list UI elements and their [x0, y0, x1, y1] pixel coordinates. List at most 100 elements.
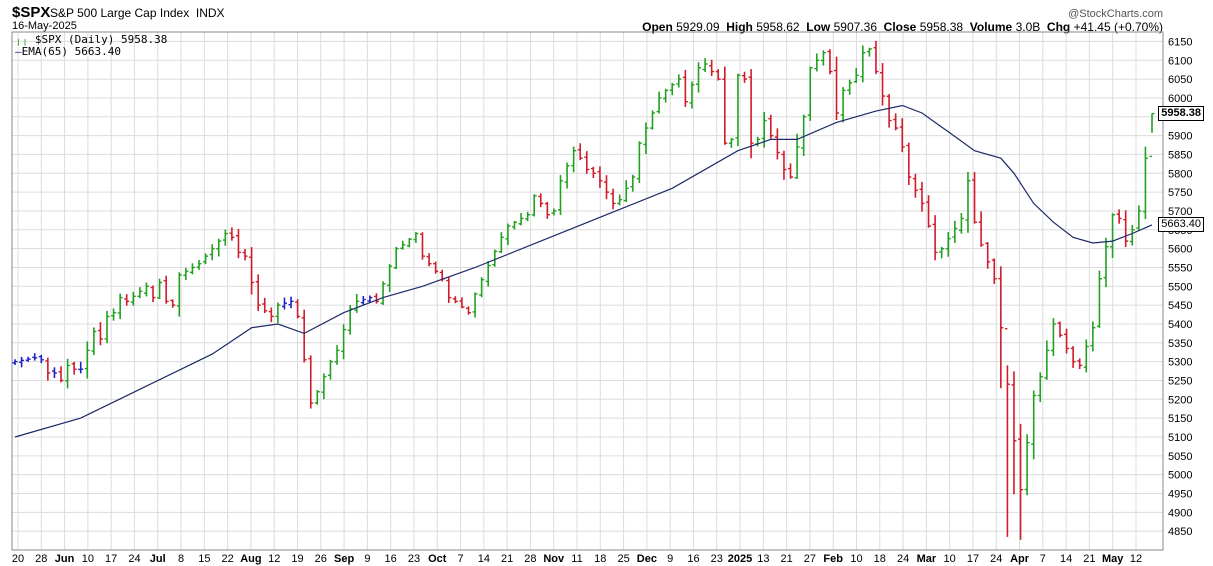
price-bar [571, 146, 577, 173]
price-bar [12, 359, 18, 366]
x-tick-label: 25 [617, 553, 629, 565]
price-bar [709, 59, 715, 77]
y-tick-label: 5450 [1168, 300, 1192, 312]
price-bar [1077, 358, 1083, 370]
price-bar [1136, 205, 1142, 231]
x-tick-label: 12 [1130, 553, 1142, 565]
price-bar [327, 359, 333, 380]
price-bar [958, 213, 964, 234]
y-tick-label: 5800 [1168, 168, 1192, 180]
ema-price-tag: 5663.40 [1158, 216, 1204, 232]
x-tick-label: 26 [315, 553, 327, 565]
price-bar [137, 287, 143, 299]
exchange-label: INDX [195, 6, 225, 20]
price-bar [623, 180, 629, 203]
price-bar [71, 361, 77, 375]
price-bar [170, 299, 176, 308]
price-bar [840, 87, 846, 123]
open-label: Open [642, 20, 673, 34]
price-bar [853, 67, 859, 83]
ema-line [14, 104, 1153, 438]
x-tick-label: 24 [897, 553, 909, 565]
x-tick-label: Jun [55, 553, 75, 565]
price-bar [847, 79, 853, 95]
y-tick-label: 5400 [1168, 319, 1192, 331]
x-tick-label: Mar [917, 553, 937, 565]
price-bar [176, 272, 182, 317]
price-bar [393, 246, 399, 270]
price-bar [748, 69, 754, 159]
price-bar [991, 258, 997, 284]
price-bar [380, 281, 386, 305]
legend-ema-text: EMA(65) 5663.40 [21, 45, 121, 58]
price-bar [426, 253, 432, 267]
y-tick-label: 5200 [1168, 394, 1192, 406]
price-bar [544, 201, 550, 219]
y-tick-label: 5900 [1168, 131, 1192, 143]
x-axis: 20 28 Jun 10 17 24 Jul 8 15 22 Aug 12 19 26 Sep 9 16 23 Oc… [12, 553, 1142, 565]
chart-grid [12, 32, 1163, 550]
x-tick-label: 10 [850, 553, 862, 565]
price-bar [715, 69, 721, 81]
y-tick-label: 5050 [1168, 451, 1192, 463]
price-bar [919, 181, 925, 212]
price-bar [65, 358, 71, 389]
high-label: High [726, 20, 753, 34]
price-bar [1096, 270, 1102, 328]
price-bar [229, 227, 235, 241]
ema-legend-icon: — [15, 45, 22, 58]
price-bar [945, 232, 951, 257]
legend-price: ╷╷ $SPX (Daily) 5958.38 [15, 33, 167, 46]
x-tick-label: 18 [874, 553, 886, 565]
open-value: 5929.09 [676, 20, 720, 34]
price-bar [413, 232, 419, 243]
price-bar [498, 232, 504, 254]
y-tick-label: 5150 [1168, 413, 1192, 425]
price-bar [459, 297, 465, 309]
price-bar [728, 137, 734, 148]
price-bar [38, 354, 44, 364]
y-tick-label: 5350 [1168, 338, 1192, 350]
price-bar [584, 151, 590, 174]
price-bar [334, 345, 340, 365]
price-bar [78, 361, 84, 374]
price-bar [111, 308, 117, 321]
y-tick-label: 5600 [1168, 244, 1192, 256]
price-bar [446, 276, 452, 304]
price-bar [880, 63, 886, 106]
legend-price-text: $SPX (Daily) 5958.38 [34, 33, 168, 46]
price-bar [249, 247, 255, 295]
symbol-title: $SPX [12, 4, 51, 21]
x-tick-label: 24 [990, 553, 1002, 565]
price-bar [538, 193, 544, 208]
price-bar [419, 232, 425, 260]
price-bar [643, 122, 649, 155]
price-bar [636, 141, 642, 183]
close-price-tag: 5958.38 [1158, 105, 1204, 121]
price-bar [301, 309, 307, 363]
symbol-name: S&P 500 Large Cap Index INDX [50, 6, 225, 20]
price-bar [650, 110, 656, 130]
low-value: 5907.36 [833, 20, 877, 34]
price-bar [189, 263, 195, 275]
x-tick-label: Oct [428, 553, 447, 565]
x-tick-label: Nov [543, 553, 565, 565]
price-bar [873, 40, 879, 75]
price-bar [295, 299, 301, 319]
price-bar [617, 194, 623, 206]
price-bar [1110, 213, 1116, 259]
price-bar [801, 114, 807, 157]
price-bar [781, 150, 787, 180]
price-bar [472, 292, 478, 318]
price-bar [939, 246, 945, 259]
x-tick-label: 10 [82, 553, 94, 565]
price-bar [1149, 112, 1155, 158]
price-bar [597, 166, 603, 188]
x-tick-label: 17 [967, 553, 979, 565]
price-bar [1116, 209, 1122, 224]
x-tick-label: 23 [408, 553, 420, 565]
price-bar [505, 223, 511, 246]
close-label: Close [883, 20, 917, 34]
price-bar [433, 261, 439, 274]
